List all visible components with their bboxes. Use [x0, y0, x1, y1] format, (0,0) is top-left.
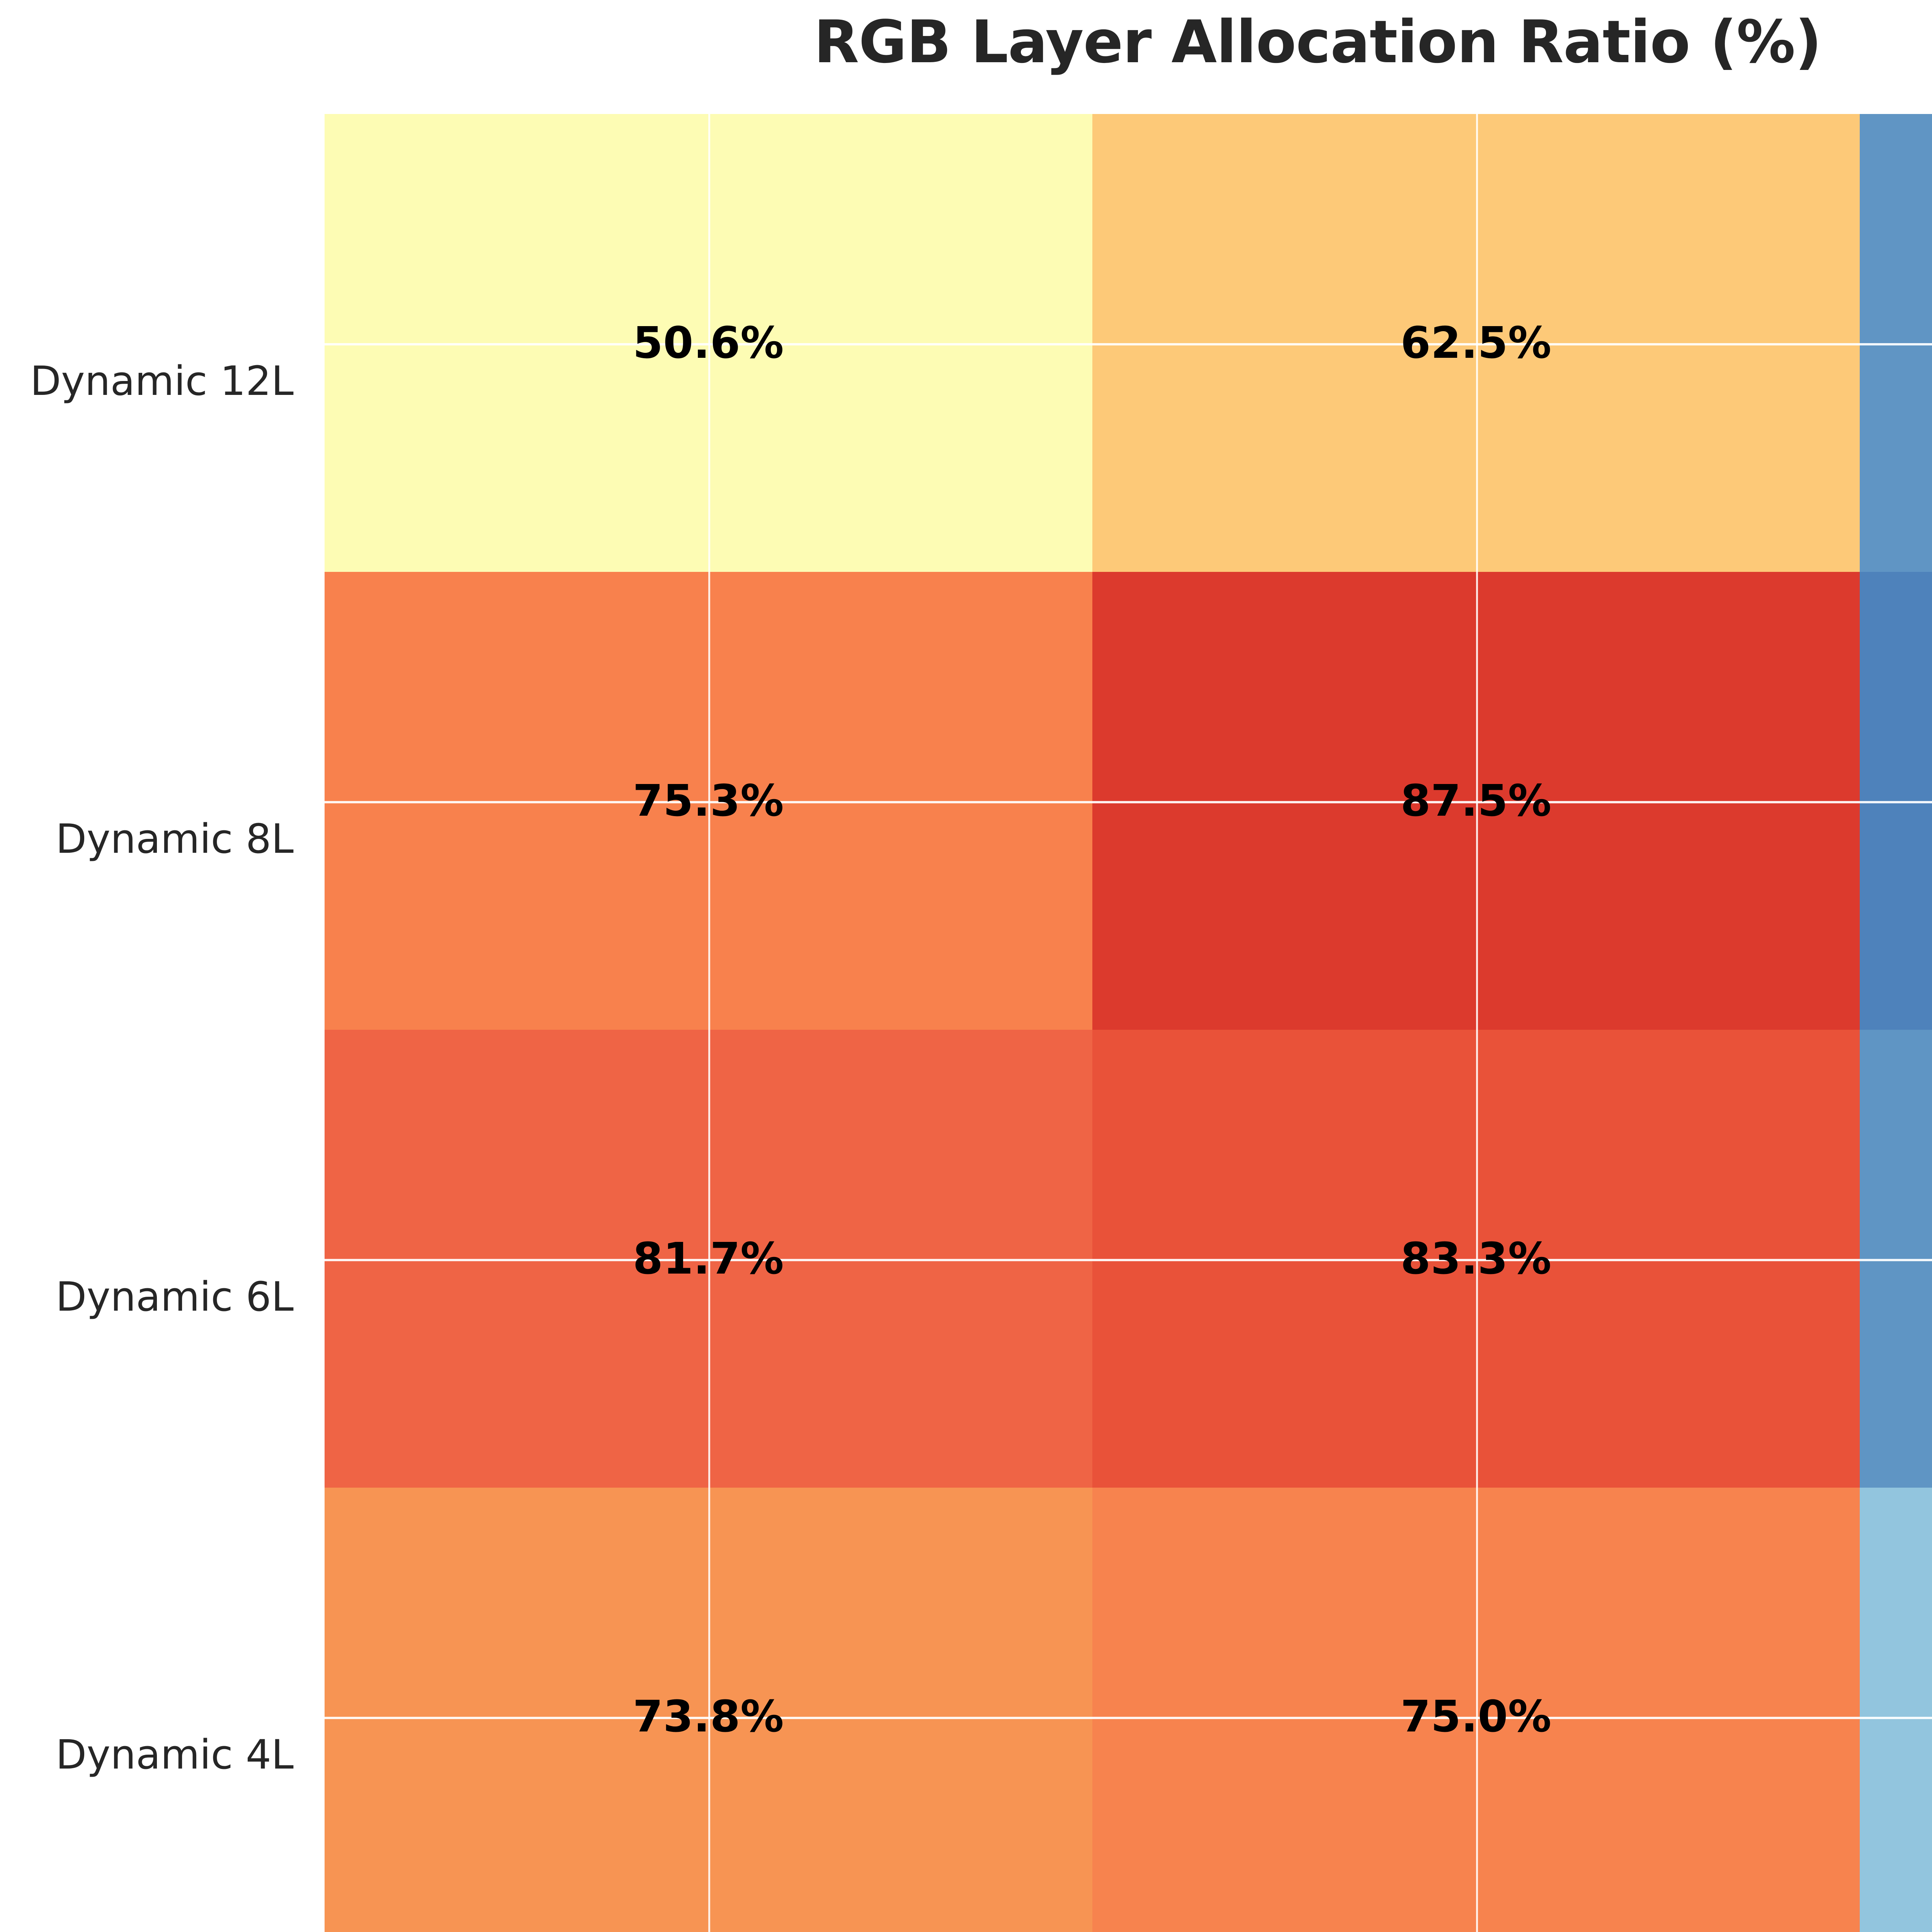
y-tick-label-2: Dynamic 6L	[56, 1273, 294, 1321]
y-axis-ticklabels: Dynamic 12L Dynamic 8L Dynamic 6L Dynami…	[0, 114, 309, 1932]
plot-area: 50.6% 62.5% 16.7% 75.3% 87.5% 12.5% 81.7…	[325, 114, 1932, 1932]
cell-value-r1c1: 87.5%	[1400, 776, 1552, 826]
heatmap-cell-r1c0[interactable]: 75.3%	[325, 572, 1092, 1030]
y-tick-label-3: Dynamic 4L	[56, 1731, 294, 1779]
heatmap-cell-r0c2[interactable]: 16.7%	[1860, 114, 1932, 572]
heatmap-cell-r2c1[interactable]: 83.3%	[1092, 1030, 1860, 1488]
heatmap-cell-r3c2[interactable]: 25.0%	[1860, 1488, 1932, 1932]
cell-value-r2c1: 83.3%	[1400, 1233, 1552, 1284]
heatmap-cell-r1c1[interactable]: 87.5%	[1092, 572, 1860, 1030]
heatmap-cell-r2c0[interactable]: 81.7%	[325, 1030, 1092, 1488]
heatmap-cell-r3c0[interactable]: 73.8%	[325, 1488, 1092, 1932]
cell-value-r3c1: 75.0%	[1400, 1691, 1552, 1742]
heatmap-cell-r0c0[interactable]: 50.6%	[325, 114, 1092, 572]
heatmap-cell-r0c1[interactable]: 62.5%	[1092, 114, 1860, 572]
heatmap-grid: 50.6% 62.5% 16.7% 75.3% 87.5% 12.5% 81.7…	[325, 114, 1932, 1932]
cell-value-r1c0: 75.3%	[633, 776, 784, 826]
cell-value-r3c0: 73.8%	[633, 1691, 784, 1742]
page-title: RGB Layer Allocation Ratio (%)	[814, 8, 1822, 76]
y-tick-label-1: Dynamic 8L	[56, 815, 294, 863]
heatmap-cell-r1c2[interactable]: 12.5%	[1860, 572, 1932, 1030]
y-tick-label-0: Dynamic 12L	[30, 357, 294, 405]
heatmap-cell-r3c1[interactable]: 75.0%	[1092, 1488, 1860, 1932]
cell-value-r2c0: 81.7%	[633, 1233, 784, 1284]
cell-value-r0c1: 62.5%	[1400, 318, 1552, 368]
cell-value-r0c0: 50.6%	[633, 318, 784, 368]
heatmap-cell-r2c2[interactable]: 16.7%	[1860, 1030, 1932, 1488]
